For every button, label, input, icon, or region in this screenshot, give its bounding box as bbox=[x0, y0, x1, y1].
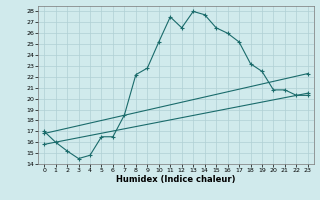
X-axis label: Humidex (Indice chaleur): Humidex (Indice chaleur) bbox=[116, 175, 236, 184]
